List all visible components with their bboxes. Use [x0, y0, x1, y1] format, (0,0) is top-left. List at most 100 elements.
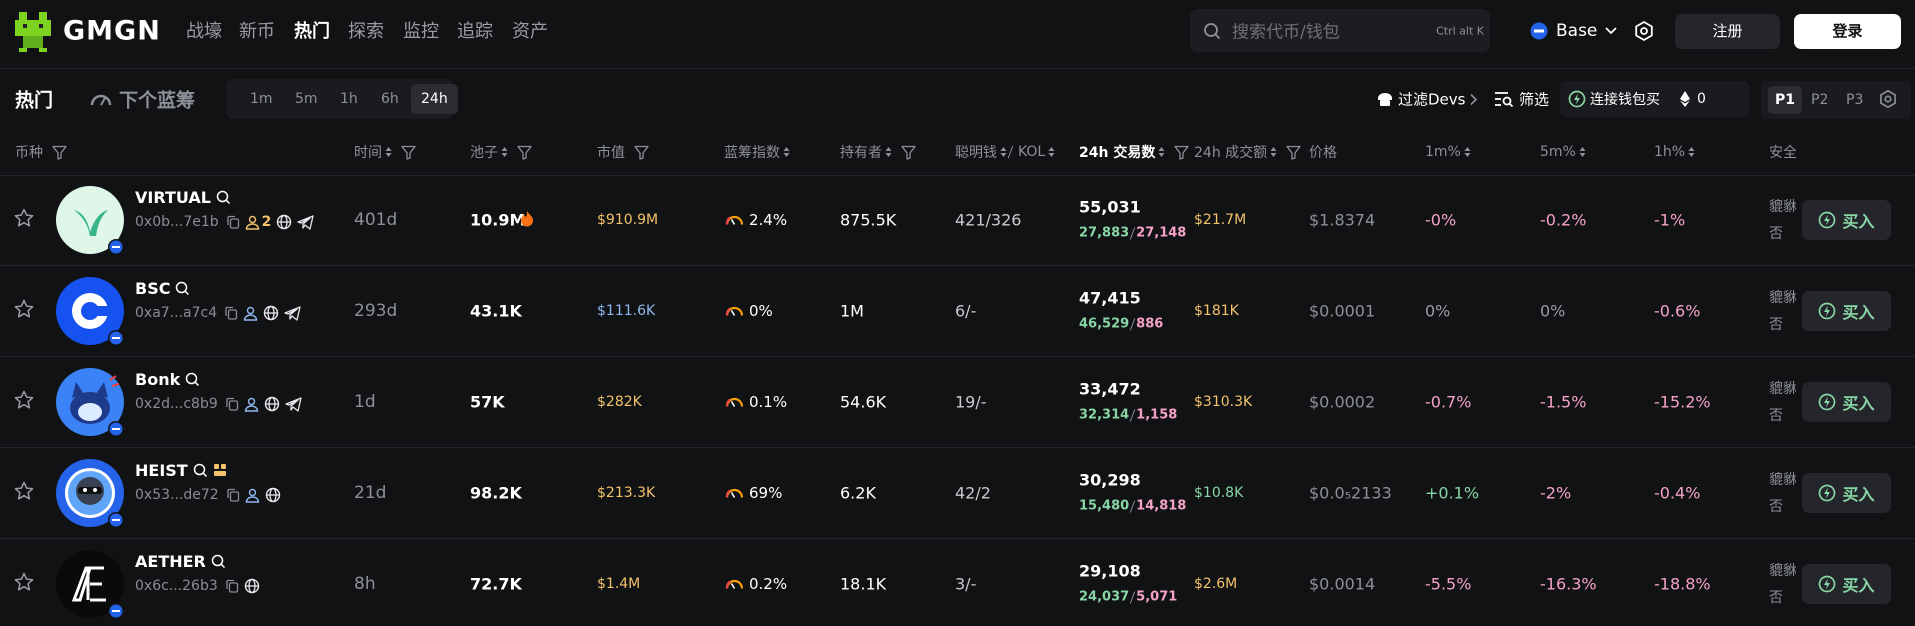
change-1m: -0.7% — [1425, 392, 1472, 412]
logo-text[interactable]: GMGN — [63, 15, 161, 47]
buy-button[interactable]: 买入 — [1802, 382, 1891, 422]
sort-icon — [783, 147, 790, 157]
smart-kol: 19/- — [955, 392, 987, 412]
user-link[interactable] — [243, 306, 258, 321]
column-header[interactable]: 池子 — [470, 142, 532, 162]
search[interactable] — [185, 372, 200, 387]
column-header[interactable]: 持有者 — [840, 142, 916, 162]
nav-item[interactable]: 战壕 — [186, 21, 222, 42]
timeframe-tab[interactable]: 1m — [250, 91, 273, 107]
globe-link[interactable] — [276, 214, 292, 230]
bluechip: 69% — [749, 484, 783, 502]
buys-sells: 46,529 886 — [1079, 317, 1163, 332]
bolt-icon — [1819, 393, 1836, 411]
change-1m: -5.5% — [1425, 574, 1472, 594]
page-tab[interactable]: P3 — [1846, 92, 1864, 108]
globe-link[interactable] — [264, 396, 280, 412]
tg-link[interactable] — [297, 214, 315, 230]
holders: 6.2K — [840, 483, 876, 503]
timeframe-tab[interactable]: 5m — [295, 91, 318, 107]
column-header[interactable]: KOL — [1007, 144, 1055, 160]
search[interactable] — [175, 281, 190, 296]
login-button[interactable]: 登录 — [1794, 14, 1901, 49]
token-row[interactable]: Bonk 0x2d...c8b9 1d 57K $282K 0.1% 54.6K 19/- 33… — [0, 357, 1915, 448]
website-icon — [264, 396, 279, 412]
favorite-star[interactable] — [14, 572, 34, 596]
timeframe-tab[interactable]: 6h — [381, 91, 399, 107]
filter-devs[interactable]: 过滤Devs — [1398, 90, 1466, 109]
nav-item[interactable]: 追踪 — [457, 21, 493, 42]
column-header[interactable]: 价格 — [1309, 142, 1337, 162]
search[interactable] — [193, 463, 208, 478]
copy-link[interactable] — [225, 579, 239, 593]
change-1h: -1% — [1654, 210, 1686, 230]
tg-link[interactable] — [285, 396, 302, 412]
globe-link[interactable] — [244, 578, 260, 594]
buy-button[interactable]: 买入 — [1802, 564, 1891, 604]
column-header[interactable]: 24h 成交额 — [1194, 142, 1301, 162]
page-tab[interactable]: P1 — [1768, 86, 1803, 114]
gauge — [725, 488, 744, 498]
page-settings[interactable] — [1878, 89, 1898, 109]
token-row[interactable]: VIRTUAL 0x0b...7e1b 2 401d 10.9M $910.9M 2.4% 8… — [0, 175, 1915, 266]
column-header[interactable]: 安全 — [1769, 142, 1796, 162]
search[interactable] — [211, 554, 226, 569]
search[interactable] — [216, 190, 231, 205]
token-row[interactable]: AETHER 0x6c...26b3 8h 72.7K $1.4M 0.2% 18.1K 3/… — [0, 539, 1915, 626]
copy-link[interactable] — [225, 397, 239, 411]
timeframe-tab[interactable]: 24h — [411, 84, 458, 114]
user-link[interactable] — [244, 397, 259, 412]
filter-icon — [517, 145, 532, 160]
buy-button[interactable]: 买入 — [1802, 291, 1891, 331]
search-box[interactable]: 搜索代币/钱包 Ctrl alt K — [1190, 9, 1490, 52]
register-button[interactable]: 注册 — [1675, 14, 1780, 49]
chain-name[interactable]: Base — [1556, 21, 1598, 41]
column-header[interactable]: 1h% — [1654, 144, 1695, 160]
buy-button[interactable]: 买入 — [1802, 200, 1891, 240]
column-header[interactable]: 24h 交易数 — [1079, 142, 1189, 162]
buy-button[interactable]: 买入 — [1802, 473, 1891, 513]
column-header[interactable]: 聪明钱 — [955, 142, 1007, 162]
nav-item[interactable]: 探索 — [348, 21, 384, 42]
column-header[interactable]: 时间 — [354, 142, 416, 162]
favorite-star[interactable] — [14, 481, 34, 505]
change-1h: -18.8% — [1654, 574, 1711, 594]
column-header[interactable]: 币种 — [15, 142, 67, 162]
globe-link[interactable] — [265, 487, 281, 503]
timeframe-tab[interactable]: 1h — [340, 91, 358, 107]
nav-item[interactable]: 资产 — [512, 21, 548, 42]
column-header[interactable]: 市值 — [597, 142, 649, 162]
user-link[interactable] — [245, 215, 260, 230]
column-header[interactable]: 5m% — [1540, 144, 1586, 160]
copy-link[interactable] — [226, 488, 240, 502]
nav-item[interactable]: 热门 — [294, 21, 330, 42]
nav-item[interactable]: 新币 — [239, 21, 275, 42]
favorite-star[interactable] — [14, 390, 34, 414]
copy-icon — [225, 306, 238, 320]
chain-caret[interactable] — [1604, 26, 1618, 36]
token-row[interactable]: HEIST 0x53...de72 21d 98.2K $213.3K 69% 6.2K 42… — [0, 448, 1915, 539]
globe-link[interactable] — [263, 305, 279, 321]
nav-item[interactable]: 监控 — [403, 21, 439, 42]
column-header[interactable]: 1m% — [1425, 144, 1471, 160]
filter[interactable]: 筛选 — [1519, 90, 1550, 109]
filter — [634, 145, 649, 160]
address-line: 0x6c...26b3 — [135, 576, 260, 596]
copy-link[interactable] — [226, 215, 240, 229]
page-tab[interactable]: P2 — [1811, 92, 1829, 108]
user-link[interactable] — [245, 488, 260, 503]
next-bluechip-tab[interactable]: 下个蓝筹 — [119, 89, 196, 112]
connect-wallet-box[interactable]: 连接钱包买 0 — [1560, 81, 1750, 117]
favorite-star[interactable] — [14, 299, 34, 323]
settings-icon[interactable] — [1633, 20, 1655, 42]
search-shortcut: Ctrl alt K — [1436, 24, 1484, 38]
time: 293d — [354, 301, 398, 321]
holder-icon — [243, 306, 258, 321]
tg-link[interactable] — [284, 305, 301, 321]
copy-link[interactable] — [224, 306, 238, 320]
connect-wallet[interactable]: 连接钱包买 — [1590, 92, 1660, 108]
column-header[interactable]: 蓝筹指数 — [724, 142, 790, 162]
favorite-star[interactable] — [14, 208, 34, 232]
token-row[interactable]: BSC 0xa7...a7c4 293d 43.1K $111.6K 0% 1M 6/- 47,… — [0, 266, 1915, 357]
